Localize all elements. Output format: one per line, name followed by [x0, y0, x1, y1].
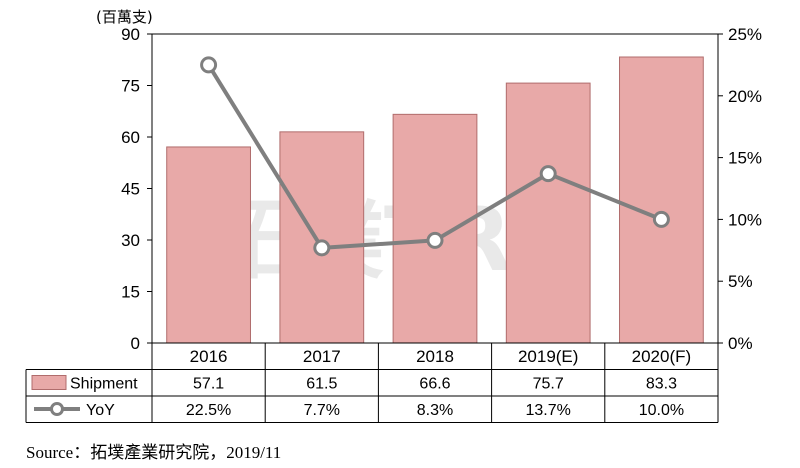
- yoy-point-2019(E): [539, 165, 557, 183]
- y-tick-label: 60: [121, 128, 140, 147]
- y-tick-label: 15: [121, 283, 140, 302]
- y-axis-label: (百萬支): [96, 8, 153, 26]
- y-tick-label: 75: [121, 77, 140, 96]
- y-tick-label: 90: [121, 25, 140, 44]
- x-tick-label: 2020(F): [632, 347, 692, 366]
- yoy-point-2018: [426, 231, 444, 249]
- yoy-point-2017: [313, 239, 331, 257]
- y2-tick-label: 15%: [728, 149, 762, 168]
- bar-2018: [392, 113, 478, 344]
- source-text: Source：拓墣產業研究院，2019/11: [26, 443, 282, 462]
- bar-2019(E): [505, 82, 591, 344]
- legend-marker-yoy: [50, 402, 64, 416]
- x-tick-label: 2016: [190, 347, 228, 366]
- yoy-value-2020(F): 10.0%: [639, 402, 684, 419]
- bar-2016: [166, 146, 251, 344]
- legend-swatch-shipment: [31, 375, 67, 390]
- shipment-value-2018: 66.6: [419, 376, 450, 393]
- y2-tick-label: 0%: [728, 334, 753, 353]
- y2-tick-label: 20%: [728, 87, 762, 106]
- x-tick-label: 2019(E): [518, 347, 578, 366]
- shipment-value-2017: 61.5: [306, 376, 337, 393]
- x-tick-label: 2018: [416, 347, 454, 366]
- yoy-value-2016: 22.5%: [186, 402, 231, 419]
- y-tick-label: 45: [121, 180, 140, 199]
- yoy-value-2018: 8.3%: [417, 402, 453, 419]
- legend-label-shipment: Shipment: [70, 376, 138, 393]
- watermark: 拓墣TRi: [208, 188, 542, 291]
- bar-2017: [279, 131, 365, 344]
- y-tick-label: 30: [121, 231, 140, 250]
- shipment-value-2020(F): 83.3: [646, 376, 677, 393]
- shipment-value-2016: 57.1: [193, 376, 224, 393]
- y-tick-label: 0: [131, 334, 140, 353]
- y2-tick-label: 25%: [728, 25, 762, 44]
- y2-tick-label: 10%: [728, 210, 762, 229]
- x-tick-label: 2017: [303, 347, 341, 366]
- yoy-point-2020(F): [652, 210, 670, 228]
- data-table: 2016 2017 2018 2019(E) 2020(F) Shipment YoY 57.…: [25, 343, 719, 423]
- yoy-point-2016: [200, 56, 218, 74]
- plot-area: 0 15 30 45 60 75 90 0% 5% 10% 15% 20% 25%: [121, 25, 762, 353]
- legend-label-yoy: YoY: [86, 402, 115, 419]
- yoy-value-2017: 7.7%: [304, 402, 340, 419]
- bar-2020(F): [619, 56, 704, 344]
- yoy-value-2019(E): 13.7%: [526, 402, 571, 419]
- y2-tick-label: 5%: [728, 272, 753, 291]
- shipment-value-2019(E): 75.7: [533, 376, 564, 393]
